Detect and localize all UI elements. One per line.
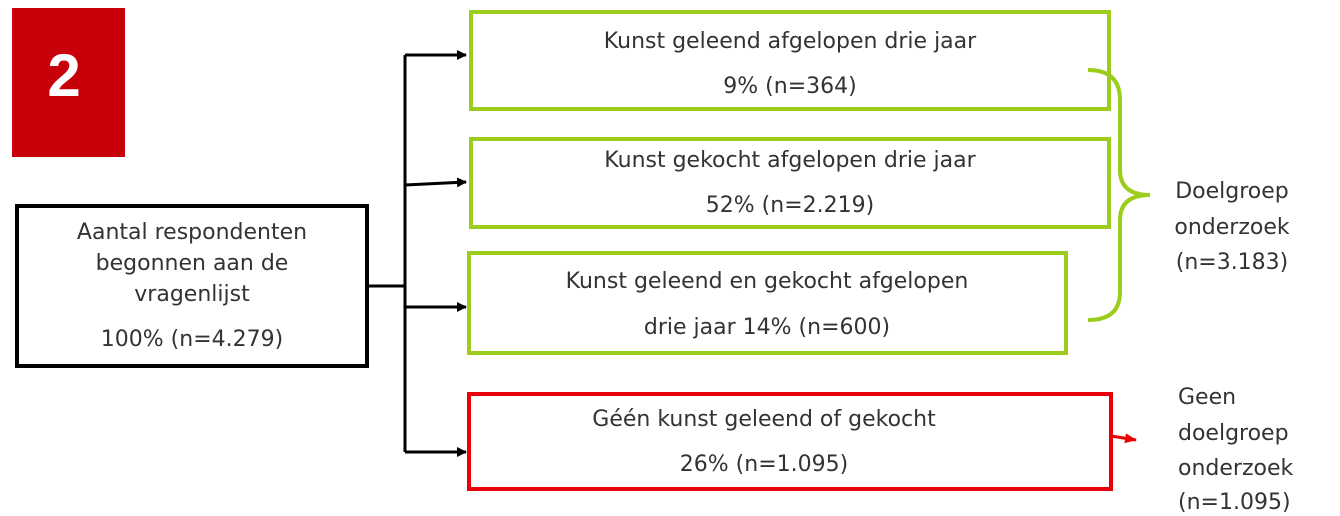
group-text: Geen <box>1178 385 1236 410</box>
source-text: begonnen aan de <box>96 251 289 276</box>
group-text: doelgroep <box>1178 421 1289 446</box>
group-text: (n=3.183) <box>1176 250 1289 275</box>
node-box <box>467 392 1113 491</box>
badge <box>12 8 125 157</box>
node-text: 26% (n=1.095) <box>680 452 848 477</box>
red-arrow <box>1110 433 1137 444</box>
source-text: 100% (n=4.279) <box>101 327 283 352</box>
node-text: 9% (n=364) <box>723 74 856 99</box>
node-text: Kunst geleend en gekocht afgelopen <box>566 269 969 294</box>
badge-number: 2 <box>47 42 80 109</box>
node-box <box>467 251 1068 355</box>
group-text: onderzoek <box>1178 456 1293 481</box>
connectors <box>367 50 467 457</box>
node-text: drie jaar 14% (n=600) <box>644 315 890 340</box>
node-text: Géén kunst geleend of gekocht <box>592 407 936 432</box>
group-text: Doelgroep <box>1175 179 1289 204</box>
group-brace <box>1087 68 1151 322</box>
group-text: onderzoek <box>1174 215 1289 240</box>
node-text: 52% (n=2.219) <box>706 193 874 218</box>
source-box <box>15 204 369 368</box>
node-text: Kunst gekocht afgelopen drie jaar <box>604 148 976 173</box>
node-text: Kunst geleend afgelopen drie jaar <box>604 29 977 54</box>
source-text: Aantal respondenten <box>77 220 307 245</box>
node-box <box>469 137 1111 229</box>
node-box <box>469 10 1111 111</box>
source-text: vragenlijst <box>134 282 250 307</box>
group-text: (n=1.095) <box>1178 490 1291 515</box>
